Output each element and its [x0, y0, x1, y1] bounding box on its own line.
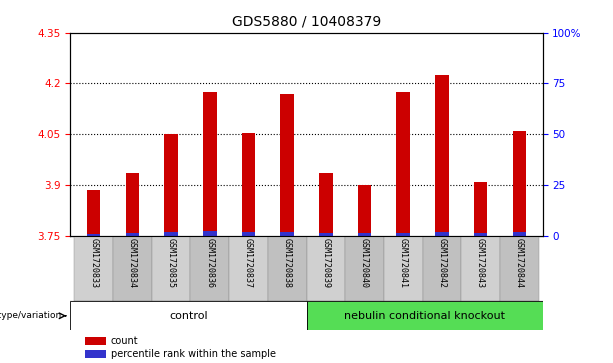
Bar	[474, 233, 487, 236]
Text: control: control	[169, 311, 208, 321]
Bar	[397, 233, 410, 236]
Bar	[306, 236, 345, 301]
Bar	[358, 233, 371, 236]
Bar	[319, 173, 333, 236]
Bar	[435, 75, 449, 236]
Bar	[319, 233, 333, 236]
Title: GDS5880 / 10408379: GDS5880 / 10408379	[232, 15, 381, 29]
Text: GSM1720844: GSM1720844	[515, 238, 524, 288]
Bar	[85, 350, 106, 358]
Bar	[191, 236, 229, 301]
Bar	[422, 236, 461, 301]
Text: genotype/variation: genotype/variation	[0, 311, 62, 320]
Bar	[474, 182, 487, 236]
Bar	[435, 232, 449, 236]
Bar	[85, 337, 106, 345]
Text: GSM1720841: GSM1720841	[398, 238, 408, 288]
Bar	[87, 233, 101, 236]
Text: GSM1720840: GSM1720840	[360, 238, 369, 288]
Text: GSM1720835: GSM1720835	[167, 238, 175, 288]
Bar	[126, 233, 139, 236]
Bar	[242, 132, 255, 236]
Bar	[126, 173, 139, 236]
Text: GSM1720834: GSM1720834	[128, 238, 137, 288]
Bar	[461, 236, 500, 301]
Text: GSM1720833: GSM1720833	[89, 238, 98, 288]
Text: GSM1720836: GSM1720836	[205, 238, 215, 288]
Bar	[164, 232, 178, 236]
Bar	[306, 301, 543, 330]
Text: count: count	[110, 336, 139, 346]
Bar	[280, 232, 294, 236]
Text: GSM1720843: GSM1720843	[476, 238, 485, 288]
Bar	[152, 236, 191, 301]
Bar	[164, 134, 178, 236]
Bar	[500, 236, 539, 301]
Bar	[512, 131, 526, 236]
Bar	[280, 94, 294, 236]
Bar	[113, 236, 152, 301]
Text: percentile rank within the sample: percentile rank within the sample	[110, 349, 276, 359]
Bar	[397, 92, 410, 236]
Bar	[203, 231, 216, 236]
Text: GSM1720842: GSM1720842	[438, 238, 446, 288]
Bar	[268, 236, 306, 301]
Text: GSM1720838: GSM1720838	[283, 238, 292, 288]
Bar	[70, 301, 306, 330]
Bar	[512, 232, 526, 236]
Bar	[229, 236, 268, 301]
Text: GSM1720839: GSM1720839	[321, 238, 330, 288]
Bar	[203, 92, 216, 236]
Bar	[87, 190, 101, 236]
Bar	[242, 232, 255, 236]
Bar	[384, 236, 422, 301]
Bar	[74, 236, 113, 301]
Bar	[345, 236, 384, 301]
Text: GSM1720837: GSM1720837	[244, 238, 253, 288]
Text: nebulin conditional knockout: nebulin conditional knockout	[344, 311, 505, 321]
Bar	[358, 185, 371, 236]
